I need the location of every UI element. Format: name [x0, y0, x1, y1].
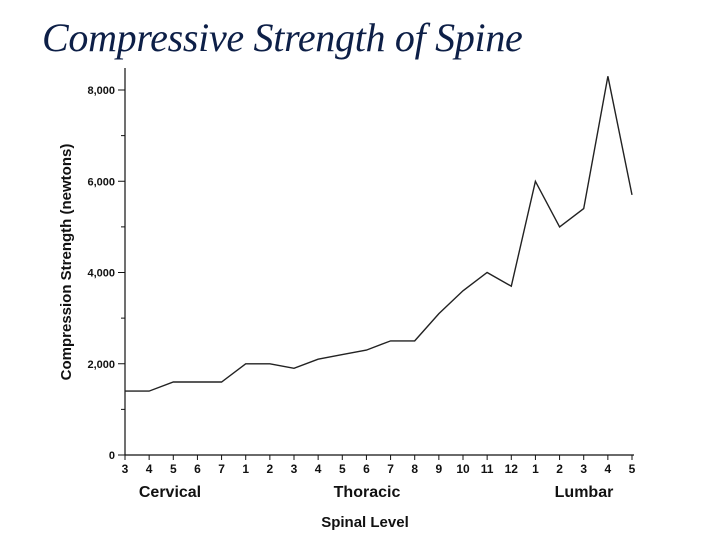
group-label-lumbar: Lumbar: [555, 484, 614, 501]
x-tick-label: 4: [605, 462, 612, 476]
page-title: Compressive Strength of Spine: [42, 15, 523, 60]
x-tick-label: 5: [170, 462, 177, 476]
x-tick-label: 4: [146, 462, 153, 476]
x-tick-label: 3: [580, 462, 587, 476]
spine-groups: Cervical Thoracic Lumbar: [139, 484, 613, 501]
group-label-thoracic: Thoracic: [334, 484, 401, 501]
x-tick-label: 3: [291, 462, 298, 476]
x-tick-label: 5: [339, 462, 346, 476]
x-axis-label: Spinal Level: [321, 514, 409, 531]
x-tick-label: 4: [315, 462, 322, 476]
y-tick-label: 0: [109, 450, 115, 462]
x-tick-label: 6: [194, 462, 201, 476]
y-ticks: 0 2,000 4,000 6,000 8,000: [87, 85, 125, 462]
y-tick-label: 6,000: [87, 176, 115, 188]
x-tick-label: 3: [122, 462, 129, 476]
y-tick-label: 8,000: [87, 85, 115, 97]
x-tick-label: 7: [218, 462, 225, 476]
x-tick-label: 9: [436, 462, 443, 476]
y-tick-label: 4,000: [87, 268, 115, 280]
x-tick-label: 12: [505, 462, 519, 476]
series-line: [125, 76, 633, 392]
x-ticks: 3 4 5 6 7 1 2 3 4 5 6 7 8 9 10 11 12 1 2 3 4 5: [122, 455, 636, 476]
x-tick-label: 2: [267, 462, 274, 476]
x-tick-label: 10: [456, 462, 470, 476]
x-tick-label: 1: [532, 462, 539, 476]
x-tick-label: 6: [363, 462, 370, 476]
y-axis-label: Compression Strength (newtons): [58, 144, 75, 381]
x-tick-label: 8: [411, 462, 418, 476]
x-tick-label: 1: [242, 462, 249, 476]
y-tick-label: 2,000: [87, 359, 115, 371]
group-label-cervical: Cervical: [139, 484, 201, 501]
x-tick-label: 7: [387, 462, 394, 476]
x-tick-label: 11: [481, 462, 494, 476]
x-tick-label: 2: [556, 462, 563, 476]
x-tick-label: 5: [629, 462, 636, 476]
